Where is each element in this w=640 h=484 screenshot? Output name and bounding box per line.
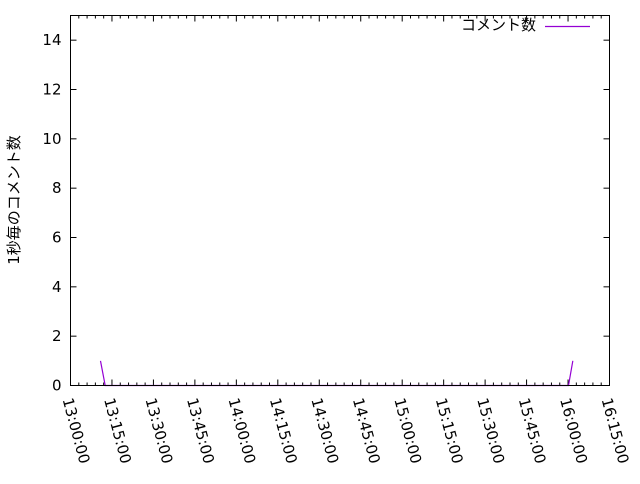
- y-tick-label: 4: [52, 278, 62, 296]
- legend-label: コメント数: [461, 16, 536, 34]
- x-tick-label: 13:15:00: [100, 396, 135, 466]
- series-line: [99, 360, 574, 387]
- x-tick-label: 14:15:00: [266, 396, 301, 466]
- x-tick-label: 13:00:00: [59, 396, 94, 466]
- y-axis-label: 1秒毎のコメント数: [5, 135, 23, 265]
- y-tick-label: 6: [52, 229, 62, 247]
- y-tick-label: 2: [52, 327, 62, 345]
- legend: コメント数: [461, 16, 590, 34]
- axes: 0 2 4 6 8 10 12 14 13:00:00 13:15:00 13:30:00 13:45…: [42, 15, 633, 466]
- series: [99, 360, 574, 387]
- x-tick-label: 15:15:00: [432, 396, 467, 466]
- y-tick-label: 0: [52, 377, 62, 395]
- x-tick-label: 15:30:00: [473, 396, 508, 466]
- y-tick-label: 8: [52, 179, 62, 197]
- x-tick-label: 14:00:00: [224, 396, 259, 466]
- x-tick-label: 15:45:00: [515, 396, 550, 466]
- plot-border: [70, 15, 610, 386]
- x-tick-label: 14:30:00: [307, 396, 342, 466]
- y-tick-label: 10: [42, 130, 61, 148]
- y-tick-label: 14: [42, 31, 61, 49]
- x-tick-label: 15:00:00: [390, 396, 425, 466]
- x-tick-label: 14:45:00: [349, 396, 384, 466]
- y-tick-label: 12: [42, 81, 61, 99]
- x-tick-label: 16:15:00: [598, 396, 633, 466]
- x-tick-label: 13:30:00: [142, 396, 177, 466]
- x-tick-label: 16:00:00: [556, 396, 591, 466]
- x-tick-label: 13:45:00: [183, 396, 218, 466]
